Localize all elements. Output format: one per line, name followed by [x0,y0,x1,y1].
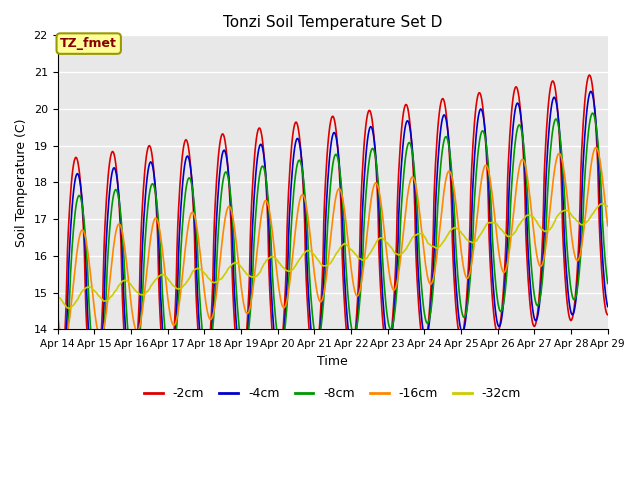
Y-axis label: Soil Temperature (C): Soil Temperature (C) [15,118,28,247]
X-axis label: Time: Time [317,355,348,368]
Legend: -2cm, -4cm, -8cm, -16cm, -32cm: -2cm, -4cm, -8cm, -16cm, -32cm [139,383,526,406]
Title: Tonzi Soil Temperature Set D: Tonzi Soil Temperature Set D [223,15,442,30]
Text: TZ_fmet: TZ_fmet [60,37,117,50]
